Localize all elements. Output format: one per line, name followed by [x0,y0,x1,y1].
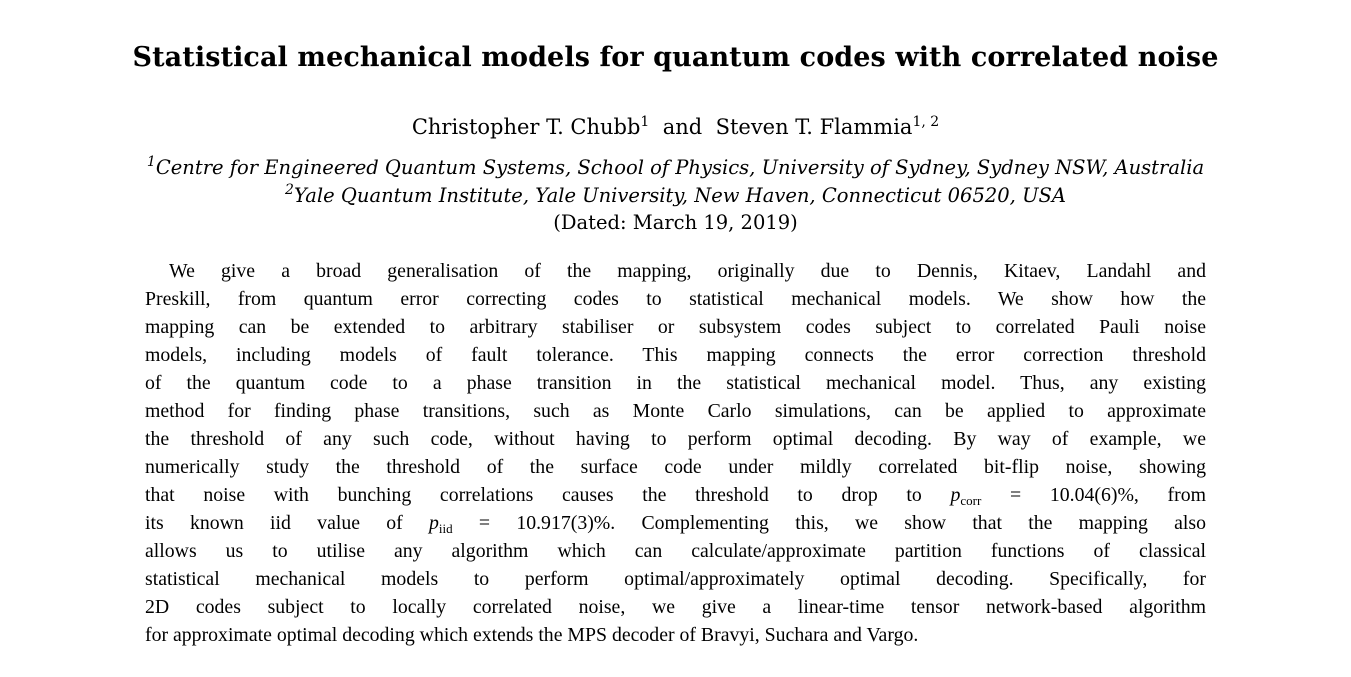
abstract-line: 2D codes subject to locally correlated n… [145,596,1206,618]
abstract: We give a broad generalisation of the ma… [145,257,1206,649]
abstract-line: for approximate optimal decoding which e… [145,624,919,646]
author-conjunction: and [662,115,703,139]
abstract-line: statistical mechanical models to perform… [145,568,1206,590]
affiliation-2: 2Yale Quantum Institute, Yale University… [0,182,1351,207]
math-p-corr: pcorr [950,484,982,508]
abstract-line: of the quantum code to a phase transitio… [145,372,1206,394]
affiliation-2-text: Yale Quantum Institute, Yale University,… [293,184,1066,207]
affiliation-2-mark: 2 [285,182,294,198]
author-2: Steven T. Flammia [715,115,913,139]
abstract-line: its known iid value of piid = 10.917(3)%… [145,509,1206,537]
abstract-line: the threshold of any such code, without … [145,428,1206,450]
author-1: Christopher T. Chubb [411,115,641,139]
abstract-line: allows us to utilise any algorithm which… [145,540,1206,562]
abstract-text: its known iid value of [145,512,403,534]
affiliation-1-text: Centre for Engineered Quantum Systems, S… [155,156,1205,179]
date-line: (Dated: March 19, 2019) [553,211,798,234]
affiliation-1-mark: 1 [146,154,156,170]
math-variable: p [950,484,961,506]
author-1-affil-mark: 1 [640,114,650,130]
math-subscript: corr [960,493,982,508]
paper-title: Statistical mechanical models for quantu… [132,42,1219,73]
abstract-line: mapping can be extended to arbitrary sta… [145,316,1206,338]
abstract-line: numerically study the threshold of the s… [145,456,1206,478]
author-2-affil-mark: 1, 2 [912,114,940,130]
abstract-line: Preskill, from quantum error correcting … [145,288,1206,310]
abstract-line: We give a broad generalisation of the ma… [169,260,1206,282]
abstract-text: = 10.04(6)%, from [1010,484,1206,506]
abstract-text: = 10.917(3)%. Complementing this, we sho… [478,512,1206,534]
math-subscript: iid [438,521,453,536]
abstract-line: models, including models of fault tolera… [145,344,1206,366]
abstract-line: method for finding phase transitions, su… [145,400,1206,422]
affiliation-1: 1Centre for Engineered Quantum Systems, … [0,154,1351,179]
author-line: Christopher T. Chubb1 and Steven T. Flam… [0,115,1351,139]
math-variable: p [429,512,439,534]
math-p-iid: piid [429,512,453,536]
abstract-line: that noise with bunching correlations ca… [145,481,1206,509]
abstract-text: that noise with bunching correlations ca… [145,484,922,506]
